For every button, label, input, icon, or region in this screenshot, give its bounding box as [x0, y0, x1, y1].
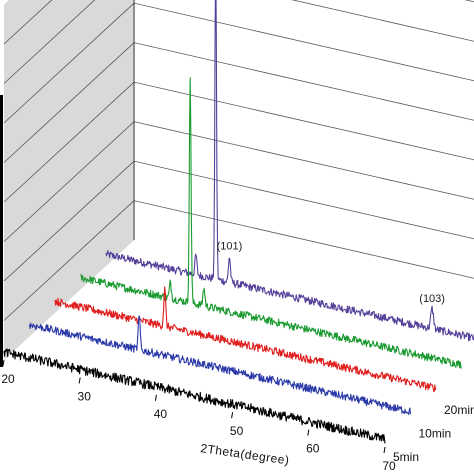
- x-tick-3: [231, 412, 234, 419]
- series-line-4: [105, 0, 474, 342]
- x-tick-4: [307, 429, 310, 436]
- x-tick-label-4: 60: [306, 442, 320, 456]
- x-tick-label-3: 50: [230, 424, 244, 438]
- series-line-1: [28, 315, 412, 416]
- peak-label-2: (101): [217, 241, 243, 253]
- annotations-layer: (002)(101)(103): [217, 241, 445, 305]
- series-label-0: 5min: [393, 450, 419, 464]
- peak-label-3: (103): [419, 293, 445, 305]
- series-layer: [3, 0, 474, 444]
- left-axis-bar: [0, 95, 3, 367]
- series-label-2: 20min: [444, 403, 474, 417]
- gridline-8: [3, 0, 474, 45]
- x-tick-label-5: 70: [382, 459, 396, 473]
- axes-layer: 2030405060705min10min20min30: [0, 95, 474, 473]
- x-tick-label-0: 20: [1, 372, 15, 386]
- chart-walls: [4, 0, 135, 360]
- x-tick-label-1: 30: [78, 389, 92, 403]
- x-axis-title: 2Theta(degree): [200, 441, 291, 467]
- series-line-0: [3, 348, 386, 444]
- x-tick-5: [383, 446, 386, 454]
- left-wall: [4, 0, 135, 360]
- x-tick-2: [154, 394, 157, 401]
- x-tick-1: [78, 377, 81, 384]
- x-tick-0: [2, 359, 5, 367]
- x-tick-label-2: 40: [154, 407, 168, 421]
- series-line-2: [54, 286, 437, 393]
- series-line-3: [80, 77, 462, 369]
- gridline-7: [3, 0, 474, 84]
- gridlines: [3, 0, 474, 321]
- series-label-1: 10min: [419, 427, 452, 441]
